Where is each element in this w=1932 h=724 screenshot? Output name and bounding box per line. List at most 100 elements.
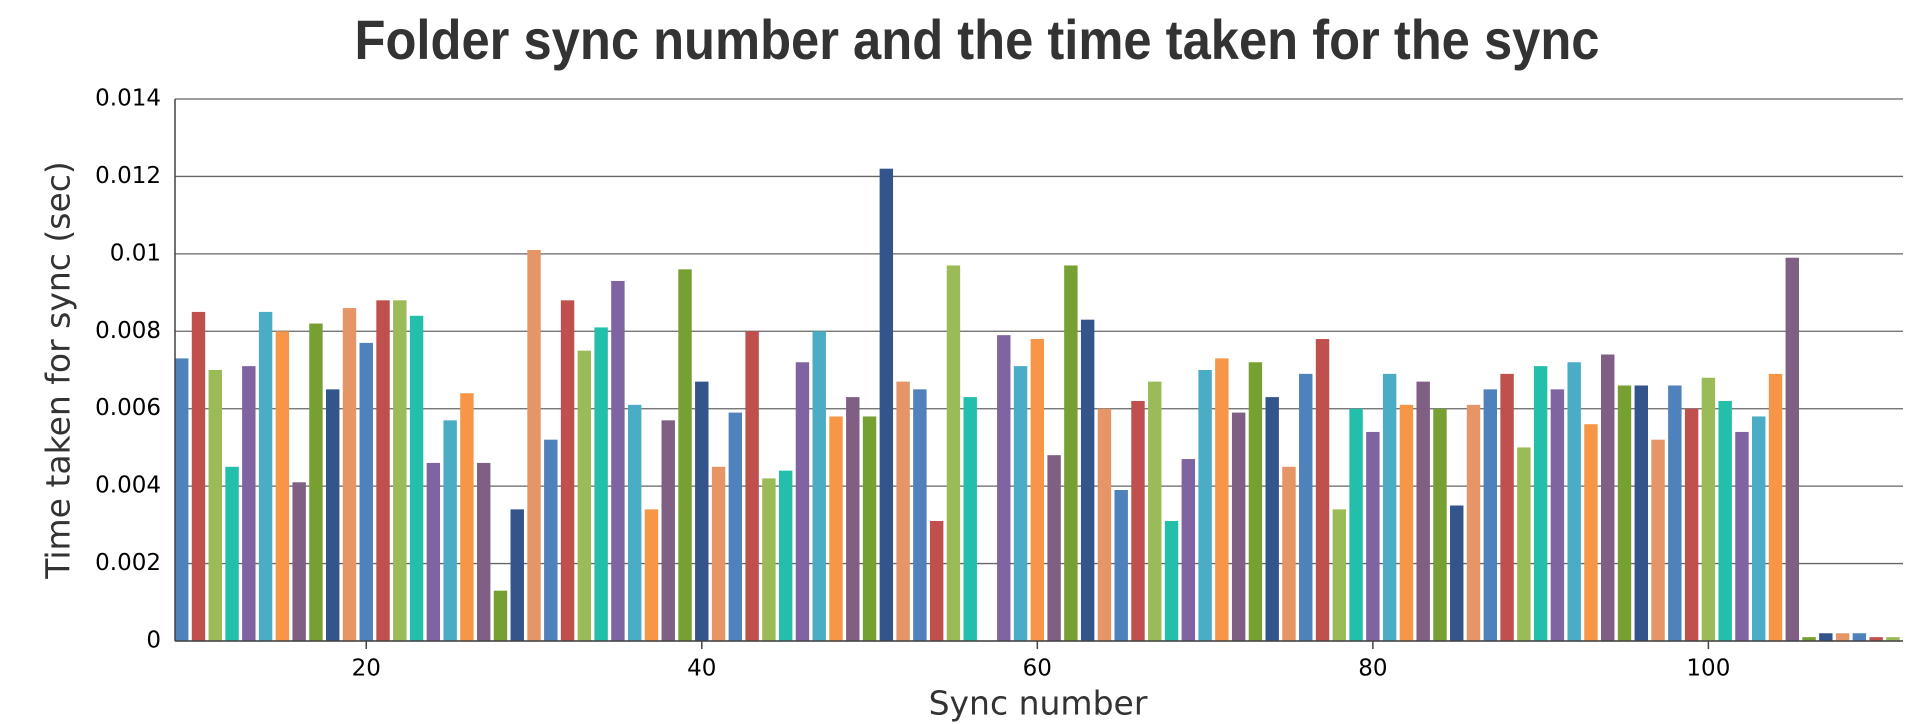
bar — [359, 342, 373, 641]
bar — [1701, 377, 1716, 641]
bar — [762, 478, 776, 641]
y-tick-label: 0.01 — [110, 240, 161, 266]
chart-title: Folder sync number and the time taken fo… — [355, 8, 1600, 71]
bar — [1768, 373, 1783, 641]
bar — [1265, 397, 1279, 641]
bar — [292, 482, 306, 641]
bar — [1785, 257, 1799, 641]
bar — [393, 300, 407, 641]
bar — [242, 366, 256, 641]
bar — [1114, 490, 1128, 641]
bar — [342, 308, 357, 641]
bar — [1433, 408, 1447, 641]
bar — [376, 300, 390, 641]
bar — [946, 265, 961, 641]
bar — [661, 420, 675, 641]
bar — [1299, 373, 1313, 641]
bar — [1517, 447, 1531, 641]
bar — [711, 466, 726, 641]
bar — [1349, 408, 1363, 641]
bar — [862, 416, 877, 641]
bar — [896, 381, 910, 641]
bar — [1148, 381, 1162, 641]
bar — [1651, 439, 1665, 641]
bar — [1617, 385, 1632, 641]
bar — [1567, 362, 1581, 641]
y-tick-label: 0.008 — [95, 318, 161, 344]
bar — [1248, 362, 1263, 641]
y-tick-label: 0.014 — [95, 86, 161, 112]
bar — [309, 323, 323, 641]
bar — [929, 520, 944, 641]
bar — [997, 335, 1011, 641]
bar — [1735, 431, 1749, 641]
bar — [1131, 400, 1145, 641]
bar — [1450, 505, 1464, 641]
y-tick-label: 0 — [146, 628, 161, 654]
bar — [1399, 404, 1414, 641]
bar — [1668, 385, 1682, 641]
x-tick-label: 60 — [1023, 656, 1052, 682]
bar — [1601, 354, 1615, 641]
bar — [1752, 416, 1766, 641]
bar — [594, 327, 608, 641]
bar — [1718, 400, 1732, 641]
bar — [225, 466, 239, 641]
bar — [493, 590, 508, 641]
x-tick-label: 100 — [1686, 656, 1730, 682]
bar — [1416, 381, 1430, 641]
x-tick-label: 80 — [1358, 656, 1387, 682]
bar — [560, 300, 575, 641]
bar — [426, 462, 441, 641]
y-tick-label: 0.004 — [95, 473, 161, 499]
bar — [1198, 370, 1212, 641]
bar — [644, 509, 659, 641]
bar — [1164, 520, 1179, 641]
bar — [577, 350, 592, 641]
bar — [1550, 389, 1565, 641]
bar — [1231, 412, 1246, 641]
bar — [778, 470, 793, 641]
bar — [1634, 385, 1648, 641]
x-tick-label: 20 — [352, 656, 381, 682]
bar — [695, 381, 709, 641]
bar — [175, 358, 189, 641]
bar — [812, 331, 826, 641]
bar — [191, 311, 206, 641]
bar — [1332, 509, 1347, 641]
bar — [1483, 389, 1498, 641]
bar — [963, 397, 977, 641]
bar — [846, 397, 860, 641]
bar — [1215, 358, 1229, 641]
bar — [476, 462, 491, 641]
bar — [460, 393, 474, 641]
bar — [879, 168, 894, 641]
bar — [1097, 408, 1112, 641]
bar — [1500, 373, 1514, 641]
x-axis-label: Sync number — [929, 684, 1148, 723]
bar — [1013, 366, 1028, 641]
y-tick-label: 0.012 — [95, 163, 161, 189]
bar — [1584, 424, 1598, 641]
bar — [1181, 459, 1196, 641]
bar — [443, 420, 457, 641]
bar — [1047, 455, 1061, 641]
bar — [1315, 339, 1330, 641]
bar — [1080, 319, 1095, 641]
bar — [325, 389, 340, 641]
bar — [1030, 339, 1045, 641]
bar — [1835, 633, 1850, 641]
bar — [1852, 633, 1867, 641]
bar — [829, 416, 843, 641]
bar — [611, 280, 625, 641]
bar — [1466, 404, 1481, 641]
bar — [795, 362, 810, 641]
bar — [1533, 366, 1548, 641]
bar — [1819, 633, 1833, 641]
y-tick-label: 0.006 — [95, 395, 161, 421]
bar — [1869, 637, 1883, 641]
y-tick-label: 0.002 — [95, 550, 161, 576]
bar — [527, 249, 541, 641]
